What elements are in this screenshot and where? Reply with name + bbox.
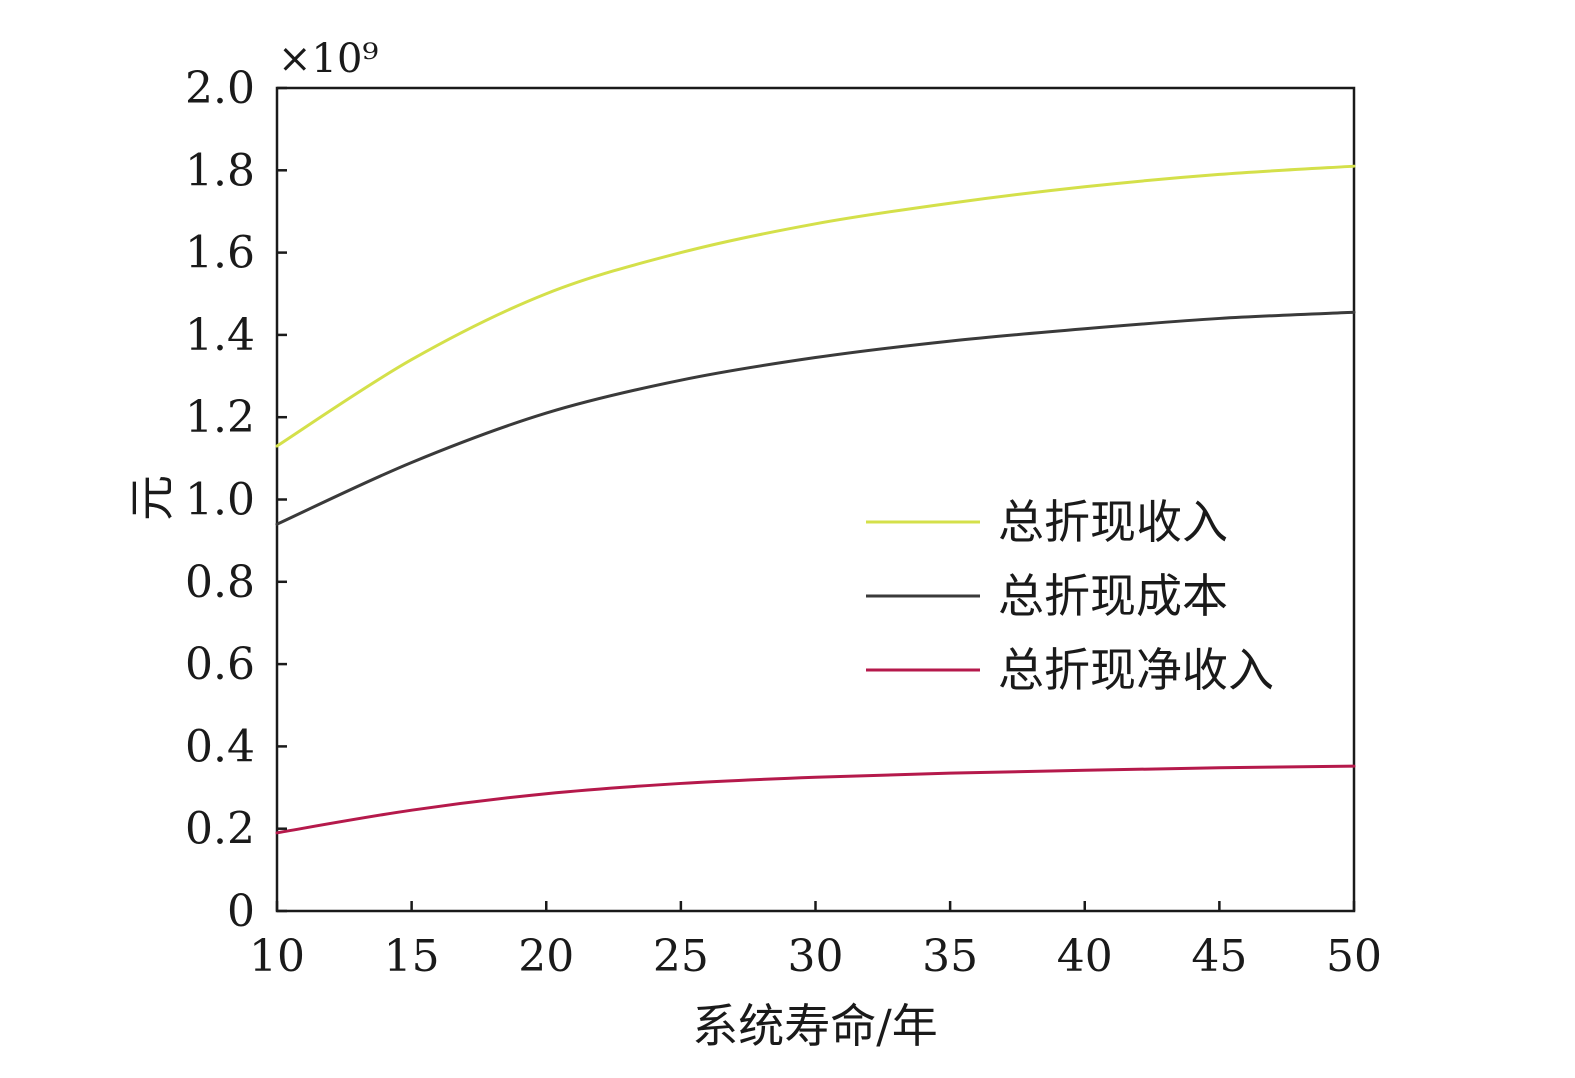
x-tick-label: 25 bbox=[653, 931, 709, 982]
y-tick-label: 0.8 bbox=[185, 557, 255, 608]
y-multiplier-label: ×10⁹ bbox=[278, 36, 378, 82]
y-tick-label: 0 bbox=[227, 886, 255, 937]
y-tick-label: 1.8 bbox=[185, 145, 255, 196]
series-line-1 bbox=[275, 164, 1356, 448]
x-tick-label: 10 bbox=[249, 931, 305, 982]
series-layer bbox=[275, 164, 1356, 835]
y-tick-label: 0.4 bbox=[185, 721, 255, 772]
x-tick-label: 50 bbox=[1326, 931, 1382, 982]
series-line-3 bbox=[275, 764, 1356, 835]
y-tick-label: 1.6 bbox=[185, 228, 255, 279]
y-axis-ticks: 0 0.2 0.4 0.6 0.8 1.0 1.2 1.4 1.6 1.8 2.0 bbox=[185, 63, 287, 937]
x-tick-label: 40 bbox=[1057, 931, 1113, 982]
y-tick-label: 1.4 bbox=[185, 310, 255, 361]
x-axis-ticks: 10 15 20 25 30 35 40 45 50 bbox=[249, 901, 1382, 982]
x-tick-label: 35 bbox=[922, 931, 978, 982]
x-tick-label: 45 bbox=[1191, 931, 1247, 982]
x-tick-label: 30 bbox=[788, 931, 844, 982]
legend-label-3: 总折现净收入 bbox=[998, 643, 1274, 697]
y-tick-label: 0.6 bbox=[185, 639, 255, 690]
y-tick-label: 1.0 bbox=[185, 475, 255, 526]
x-tick-label: 20 bbox=[518, 931, 574, 982]
legend-label-2: 总折现成本 bbox=[998, 569, 1228, 623]
y-axis-label: 元 bbox=[125, 475, 179, 521]
x-tick-label: 15 bbox=[384, 931, 440, 982]
legend-label-1: 总折现收入 bbox=[998, 495, 1228, 549]
series-line-2 bbox=[275, 310, 1356, 526]
y-tick-label: 2.0 bbox=[185, 63, 255, 114]
x-axis-label: 系统寿命/年 bbox=[692, 999, 938, 1053]
y-tick-label: 0.2 bbox=[185, 804, 255, 855]
y-tick-label: 1.2 bbox=[185, 392, 255, 443]
